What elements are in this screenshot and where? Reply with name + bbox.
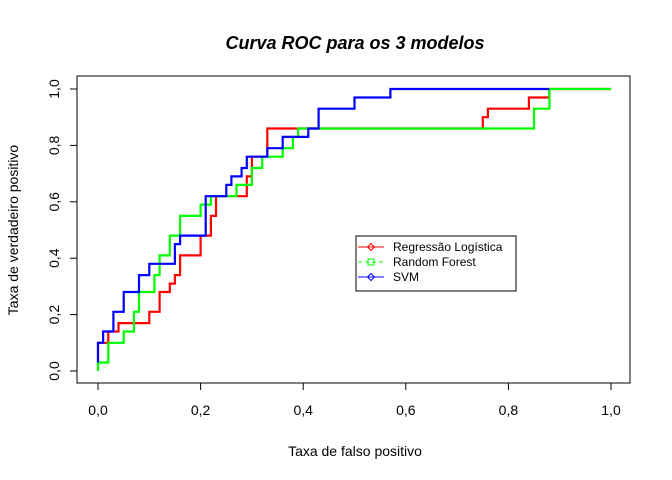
legend-label: Regressão Logística <box>393 240 503 254</box>
y-tick-label: 1,0 <box>46 79 62 99</box>
y-tick-label: 0,2 <box>46 305 62 325</box>
x-axis: 0,0 0,2 0,4 0,6 0,8 1,0 <box>88 382 621 418</box>
legend-marker <box>366 242 376 252</box>
x-tick-label: 1,0 <box>601 402 621 418</box>
x-tick-label: 0,4 <box>293 402 313 418</box>
x-tick-label: 0,0 <box>88 402 108 418</box>
y-axis: 0,0 0,2 0,4 0,6 0,8 1,0 <box>46 79 78 381</box>
x-tick-label: 0,6 <box>396 402 416 418</box>
plot-area-frame <box>76 75 631 384</box>
y-tick-label: 0,4 <box>46 248 62 268</box>
y-tick-label: 0,0 <box>46 361 62 381</box>
y-tick-label: 0,8 <box>46 135 62 155</box>
x-tick-label: 0,8 <box>499 402 519 418</box>
series-line-1 <box>96 87 611 371</box>
series-lines <box>96 87 611 371</box>
y-axis-label: Taxa de verdadeiro positivo <box>5 145 21 316</box>
x-tick-label: 0,2 <box>191 402 211 418</box>
legend-marker <box>367 258 375 266</box>
legend-box <box>355 235 517 292</box>
y-tick-label: 0,6 <box>46 192 62 212</box>
legend-label: SVM <box>393 270 419 284</box>
chart-title: Curva ROC para os 3 modelos <box>225 33 484 53</box>
series-line-2 <box>96 87 550 363</box>
legend-label: Random Forest <box>393 255 476 269</box>
x-axis-label: Taxa de falso positivo <box>288 443 422 459</box>
legend-marker <box>366 272 376 282</box>
series-line-0 <box>96 87 611 371</box>
